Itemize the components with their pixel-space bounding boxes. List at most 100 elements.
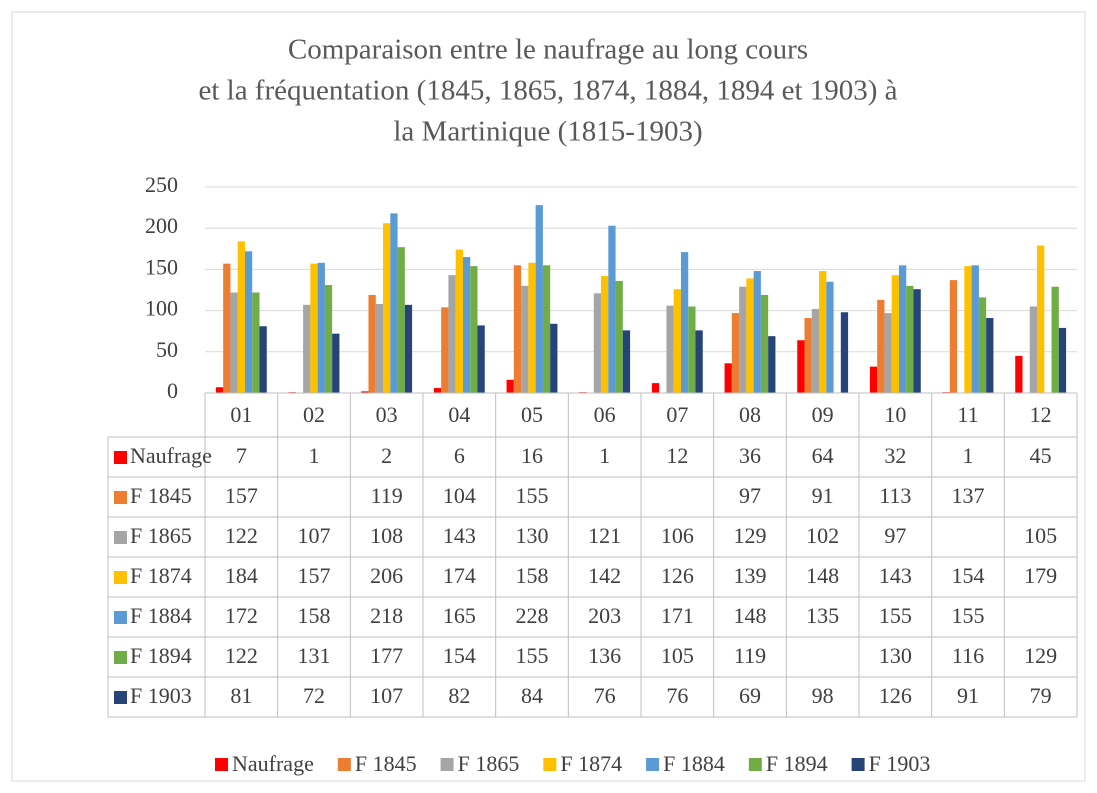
legend-label: Naufrage (232, 751, 314, 776)
bar (731, 313, 740, 393)
legend-key (215, 758, 228, 771)
bar (1037, 245, 1045, 393)
table-row-label: F 1903 (130, 683, 192, 708)
table-value: 177 (370, 643, 403, 668)
bar (542, 265, 551, 393)
y-tick-label: 200 (145, 213, 178, 238)
bar (223, 263, 231, 393)
bar (477, 325, 485, 393)
table-value: 228 (516, 603, 549, 628)
table-legend-key (114, 651, 127, 664)
bar (986, 318, 994, 393)
table-value: 36 (739, 443, 761, 468)
table-value: 203 (588, 603, 621, 628)
bar (797, 340, 805, 393)
y-tick-label: 0 (167, 378, 178, 403)
table-value: 148 (806, 563, 839, 588)
table-legend-key (114, 691, 127, 704)
table-value: 174 (443, 563, 476, 588)
table-legend-key (114, 611, 127, 624)
bar (332, 333, 340, 393)
x-tick-label: 07 (666, 402, 688, 427)
table-value: 116 (952, 643, 984, 668)
bar (521, 285, 529, 393)
table-value: 16 (521, 443, 543, 468)
bar (971, 265, 979, 393)
table-value: 126 (661, 563, 694, 588)
bar (840, 312, 849, 393)
bar (1058, 327, 1067, 393)
table-value: 45 (1030, 443, 1052, 468)
bar (688, 306, 696, 393)
table-value: 105 (661, 643, 694, 668)
table-value: 105 (1024, 523, 1057, 548)
legend-label: F 1894 (766, 751, 828, 776)
x-tick-label: 04 (448, 402, 470, 427)
bar (913, 289, 921, 393)
bar (448, 275, 456, 393)
table-value: 139 (734, 563, 767, 588)
table-value: 64 (812, 443, 834, 468)
bar (535, 205, 543, 393)
chart-border (11, 11, 1086, 782)
y-tick-label: 100 (145, 296, 178, 321)
bar (528, 262, 536, 393)
bar (244, 251, 253, 393)
table-row-label: F 1865 (130, 523, 192, 548)
bar (869, 366, 878, 393)
legend-label: F 1874 (560, 751, 622, 776)
table-value: 91 (957, 683, 979, 708)
bar (811, 308, 820, 393)
bar (441, 307, 449, 393)
table-value: 129 (1024, 643, 1057, 668)
bar (877, 299, 885, 393)
legend-label: F 1903 (869, 751, 931, 776)
table-value: 130 (516, 523, 549, 548)
table-value: 104 (443, 483, 476, 508)
bar (768, 336, 776, 393)
table-value: 72 (303, 683, 325, 708)
bar (375, 304, 384, 393)
bar (622, 330, 631, 393)
table-value: 143 (443, 523, 476, 548)
bar (361, 391, 369, 393)
bar (550, 323, 558, 393)
table-value: 1 (963, 443, 974, 468)
bar (462, 257, 471, 393)
bar (230, 292, 238, 393)
y-tick-label: 150 (145, 254, 178, 279)
table-value: 82 (448, 683, 470, 708)
bar (964, 266, 972, 393)
bar (819, 271, 827, 393)
table-value: 142 (588, 563, 621, 588)
legend-key (851, 758, 865, 771)
x-tick-label: 03 (376, 402, 398, 427)
table-value: 143 (879, 563, 912, 588)
bar (433, 388, 442, 393)
bar (470, 266, 478, 393)
bar (804, 318, 812, 393)
bar (760, 294, 769, 393)
table-value: 155 (516, 483, 549, 508)
x-tick-label: 12 (1030, 402, 1052, 427)
legend-key (440, 758, 454, 771)
table-value: 76 (594, 683, 616, 708)
table-value: 179 (1024, 563, 1057, 588)
table-row-label: Naufrage (130, 443, 212, 468)
bar (310, 263, 318, 393)
table-value: 172 (225, 603, 258, 628)
bar (891, 275, 899, 393)
bar (906, 285, 914, 393)
table-value: 171 (661, 603, 694, 628)
table-value: 218 (370, 603, 403, 628)
bar (608, 225, 616, 393)
bar (404, 304, 413, 393)
table-legend-key (114, 451, 127, 464)
table-value: 107 (298, 523, 331, 548)
table-value: 91 (812, 483, 834, 508)
bar (601, 275, 609, 393)
table-value: 7 (236, 443, 247, 468)
table-value: 165 (443, 603, 476, 628)
table-value: 131 (298, 643, 331, 668)
